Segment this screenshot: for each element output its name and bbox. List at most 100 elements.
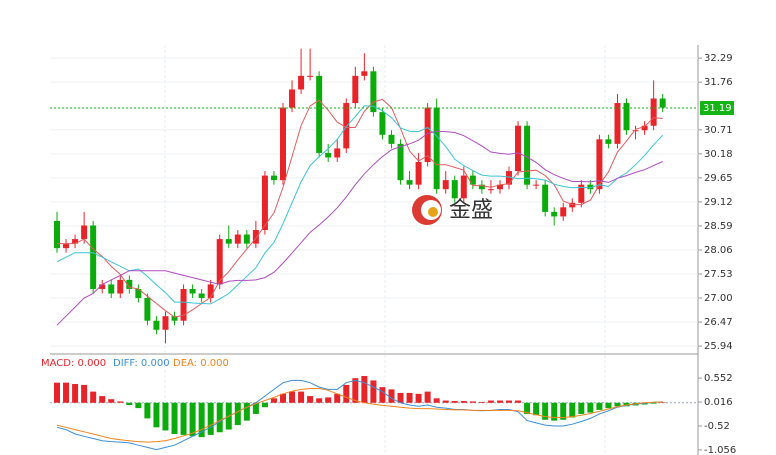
candle-body	[578, 184, 585, 203]
candle-body	[225, 239, 232, 244]
macd-bar	[587, 402, 594, 413]
candle-body	[135, 288, 142, 299]
candle-body	[650, 98, 657, 126]
candle-body	[515, 125, 522, 172]
macd-bar	[252, 402, 259, 414]
macd-bar	[72, 384, 79, 403]
candle-body	[108, 284, 115, 294]
macd-bar	[90, 391, 97, 403]
candle-body	[90, 225, 97, 289]
macd-bar	[63, 382, 70, 403]
candle-body	[126, 279, 133, 289]
candle-body	[171, 316, 178, 321]
macd-bar	[126, 402, 133, 405]
candle-body	[551, 211, 558, 217]
indicator-line	[56, 130, 663, 326]
y-tick-label: 29.65	[704, 173, 733, 184]
macd-bar	[207, 402, 214, 435]
candle-body	[99, 284, 106, 289]
y-tick-label: 28.59	[704, 221, 733, 232]
macd-bar	[289, 391, 296, 403]
y-tick-label: 27.00	[704, 293, 733, 304]
last-price-label: 31.19	[703, 103, 732, 114]
candle-body	[316, 75, 323, 153]
candle-body	[533, 184, 540, 186]
candle-body	[343, 103, 350, 149]
macd-bar	[81, 384, 88, 403]
macd-bar	[496, 400, 503, 403]
macd-bar	[189, 402, 196, 437]
macd-bar	[171, 402, 178, 435]
macd-bar	[424, 391, 431, 403]
candle-body	[162, 316, 169, 330]
macd-bar	[243, 402, 250, 421]
y-tick-label: 30.18	[704, 149, 733, 160]
macd-bar	[578, 402, 585, 414]
macd-bar	[406, 392, 413, 403]
macd-bar	[614, 402, 621, 407]
macd-bar	[99, 396, 106, 403]
macd-bar	[361, 375, 368, 403]
y-tick-label: 26.47	[704, 317, 733, 328]
macd-bar	[659, 402, 666, 403]
macd-bar	[316, 398, 323, 403]
macd-bar	[506, 400, 512, 403]
macd-bar	[605, 402, 612, 409]
macd-bar	[533, 402, 540, 416]
macd-bar	[298, 391, 305, 403]
candle-body	[289, 89, 296, 108]
candle-body	[261, 175, 268, 231]
candle-body	[216, 239, 223, 285]
candle-body	[424, 107, 431, 162]
candle-body	[542, 184, 549, 212]
candle-body	[641, 125, 648, 131]
macd-bar	[442, 400, 449, 403]
macd-bar	[54, 382, 60, 403]
candle-body	[63, 243, 70, 249]
macd-bar	[542, 402, 549, 420]
y-tick-label: 25.94	[704, 341, 733, 352]
candle-body	[397, 143, 404, 181]
y-tick-label: 27.53	[704, 269, 733, 280]
candle-body	[406, 180, 413, 185]
macd-bar	[270, 398, 277, 403]
macd-bar	[180, 402, 187, 435]
macd-bar	[388, 389, 395, 403]
macd-bar	[117, 401, 124, 403]
macd-bar	[216, 402, 223, 433]
candle-body	[334, 148, 341, 158]
indicator-line	[56, 105, 664, 305]
candle-body	[614, 103, 621, 144]
candle-body	[54, 220, 60, 249]
candle-body	[524, 125, 531, 185]
y-tick-label: 29.12	[704, 197, 733, 208]
macd-bar	[415, 393, 422, 403]
candle-body	[632, 130, 639, 132]
macd-bar	[135, 402, 142, 409]
macd-bar	[524, 402, 531, 414]
candle-body	[144, 298, 151, 321]
candle-body	[243, 234, 250, 244]
candle-body	[560, 207, 567, 217]
candle-body	[352, 75, 359, 104]
y-tick-label: -0.52	[704, 421, 730, 432]
candle-body	[451, 180, 458, 199]
legend-entry: DIFF: 0.000	[113, 358, 170, 369]
macd-bar	[280, 393, 286, 403]
macd-bar	[515, 400, 522, 403]
candle-body	[298, 75, 305, 90]
candle-body	[433, 107, 440, 190]
indicator-line	[56, 379, 663, 451]
last-price-box	[700, 101, 734, 116]
y-tick-label: 28.06	[704, 245, 733, 256]
indicator-line	[56, 388, 663, 443]
candle-body	[487, 189, 494, 191]
macd-bar	[144, 402, 151, 419]
watermark-logo	[412, 195, 442, 225]
candle-body	[207, 284, 214, 299]
macd-bar	[469, 401, 476, 403]
legend-entry: DEA: 0.000	[173, 358, 229, 369]
candle-body	[496, 184, 503, 190]
candle-body	[605, 139, 612, 144]
